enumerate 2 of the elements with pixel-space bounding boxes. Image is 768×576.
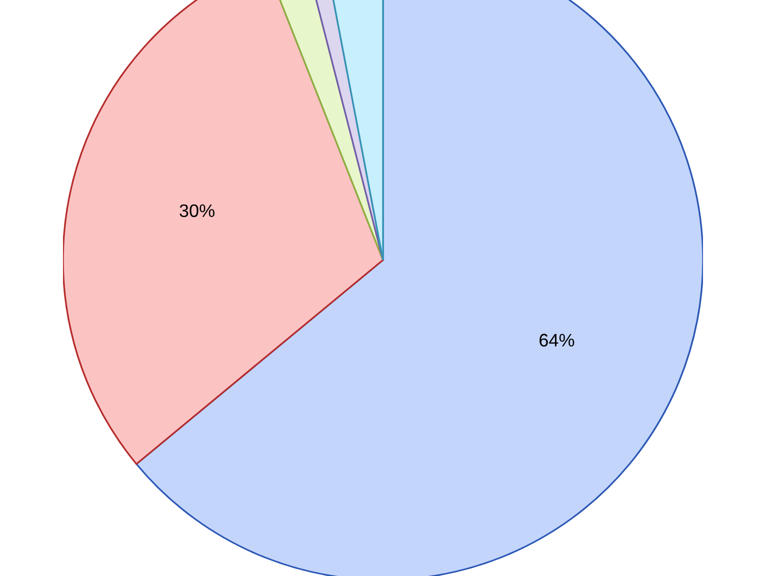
data-label: 64% (540, 334, 574, 347)
data-label: 30% (180, 204, 214, 218)
